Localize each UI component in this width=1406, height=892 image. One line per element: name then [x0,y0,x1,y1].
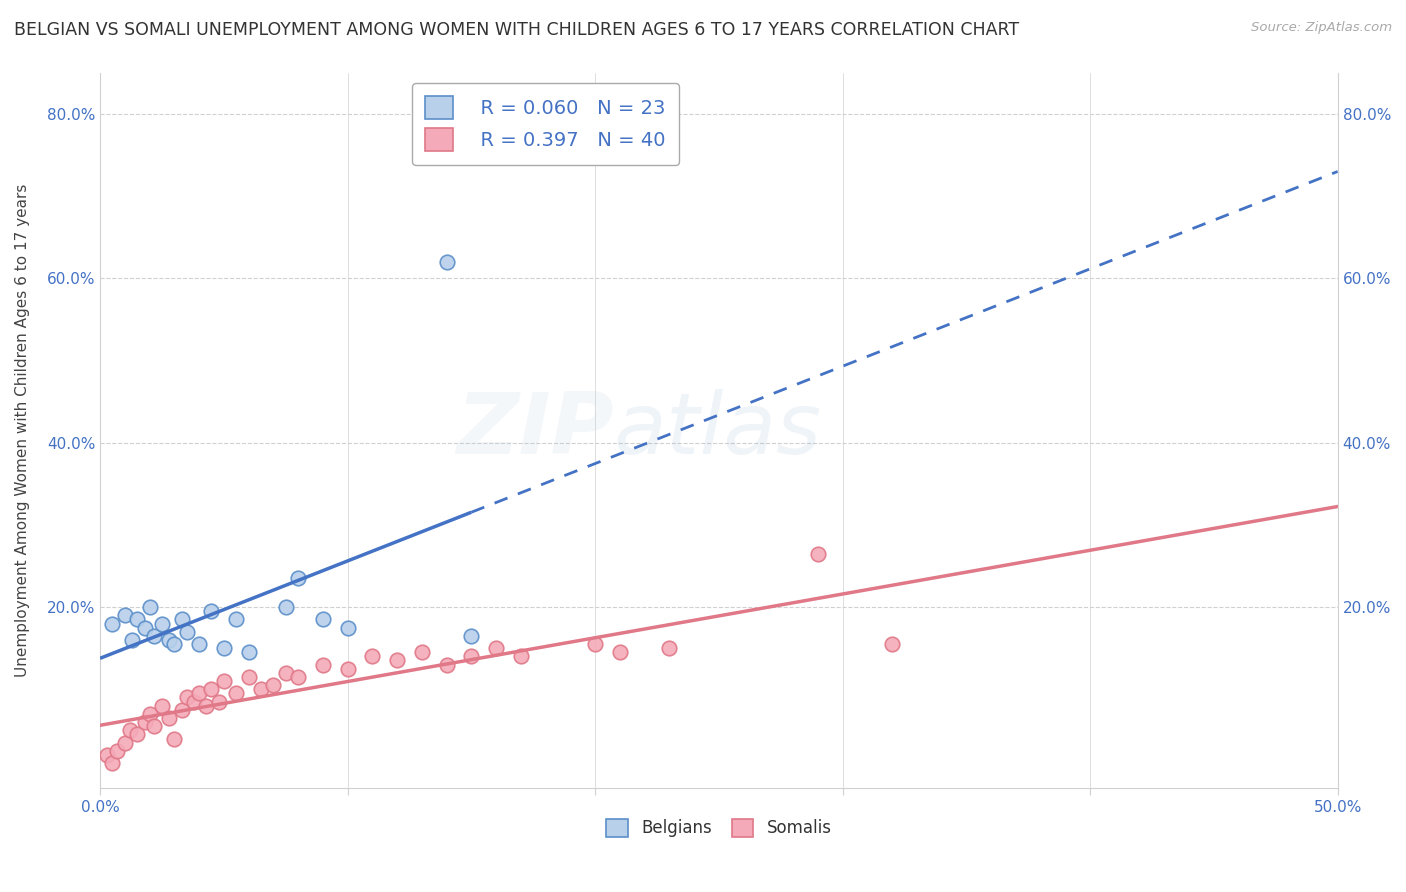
Point [163,637,186,651]
Point [274,665,297,680]
Point [287,571,309,585]
Point [312,612,335,626]
Point [200,604,222,618]
Point [138,600,160,615]
Point [436,255,458,269]
Point [460,649,482,664]
Point [225,612,247,626]
Point [336,621,359,635]
Point [361,649,384,664]
Point [436,657,458,672]
Point [118,723,141,738]
Legend: Belgians, Somalis: Belgians, Somalis [599,812,838,844]
Point [336,662,359,676]
Point [238,670,260,684]
Point [127,727,149,741]
Point [134,621,156,635]
Point [460,629,482,643]
Point [163,731,186,746]
Point [807,547,830,561]
Point [195,698,218,713]
Point [170,612,193,626]
Point [127,612,149,626]
Text: ZIP: ZIP [456,389,613,472]
Point [609,645,631,659]
Point [658,641,681,656]
Point [134,715,156,730]
Point [509,649,531,664]
Point [188,686,211,700]
Point [138,706,160,721]
Text: BELGIAN VS SOMALI UNEMPLOYMENT AMONG WOMEN WITH CHILDREN AGES 6 TO 17 YEARS CORR: BELGIAN VS SOMALI UNEMPLOYMENT AMONG WOM… [14,21,1019,38]
Point [114,736,136,750]
Y-axis label: Unemployment Among Women with Children Ages 6 to 17 years: Unemployment Among Women with Children A… [15,184,30,677]
Point [287,670,309,684]
Point [200,682,222,697]
Point [208,695,231,709]
Point [143,629,166,643]
Point [274,600,297,615]
Point [183,695,205,709]
Point [880,637,903,651]
Point [170,703,193,717]
Point [188,637,211,651]
Point [583,637,606,651]
Point [212,673,235,688]
Point [150,698,173,713]
Text: atlas: atlas [613,389,821,472]
Point [157,632,180,647]
Point [485,641,508,656]
Point [250,682,273,697]
Point [238,645,260,659]
Point [157,711,180,725]
Point [150,616,173,631]
Point [312,657,335,672]
Point [101,616,124,631]
Point [143,719,166,733]
Point [121,632,143,647]
Point [225,686,247,700]
Point [114,608,136,623]
Point [105,744,128,758]
Point [212,641,235,656]
Point [176,690,198,705]
Text: Source: ZipAtlas.com: Source: ZipAtlas.com [1251,21,1392,34]
Point [262,678,284,692]
Point [96,747,118,762]
Point [411,645,433,659]
Point [176,624,198,639]
Point [385,653,408,667]
Point [101,756,124,771]
